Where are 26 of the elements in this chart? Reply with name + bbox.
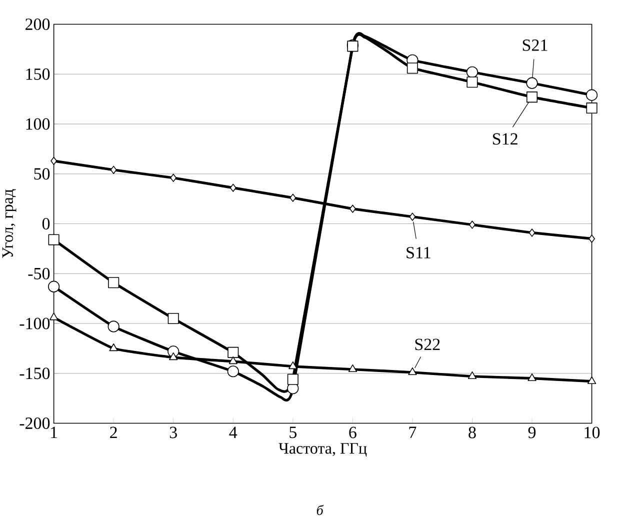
x-tick-label: 5: [290, 426, 296, 438]
y-tick-label: -150: [20, 368, 50, 380]
x-tick-label: 9: [528, 426, 536, 438]
y-tick-label: 50: [34, 168, 50, 180]
y-tick-label: -100: [20, 318, 50, 330]
x-tick-label: 1: [51, 426, 58, 438]
y-tick-label: 150: [26, 68, 50, 80]
x-tick-label: 3: [170, 426, 177, 438]
x-tick-label: 6: [349, 426, 356, 438]
y-tick-label: 100: [26, 118, 50, 130]
x-tick-label: 8: [468, 426, 476, 438]
legend-label: S11: [406, 246, 430, 258]
x-tick-label: 10: [584, 426, 600, 438]
y-axis-title: Угол, град: [2, 189, 16, 258]
text: б: [316, 504, 324, 516]
series-label: S22: [415, 338, 440, 350]
y-tick-label: -50: [28, 268, 50, 280]
x-tick-label: 2: [110, 426, 117, 438]
y-tick-label: 200: [26, 18, 50, 30]
legend-label: S12: [493, 133, 518, 145]
x-tick-label: 4: [229, 426, 238, 438]
x-tick-label: 7: [409, 426, 416, 438]
x-axis-title: Частота, ГГц: [278, 443, 367, 457]
y-tick-label: 0: [42, 218, 50, 230]
series-label: S21: [522, 39, 548, 51]
y-tick-label: -200: [20, 418, 50, 429]
